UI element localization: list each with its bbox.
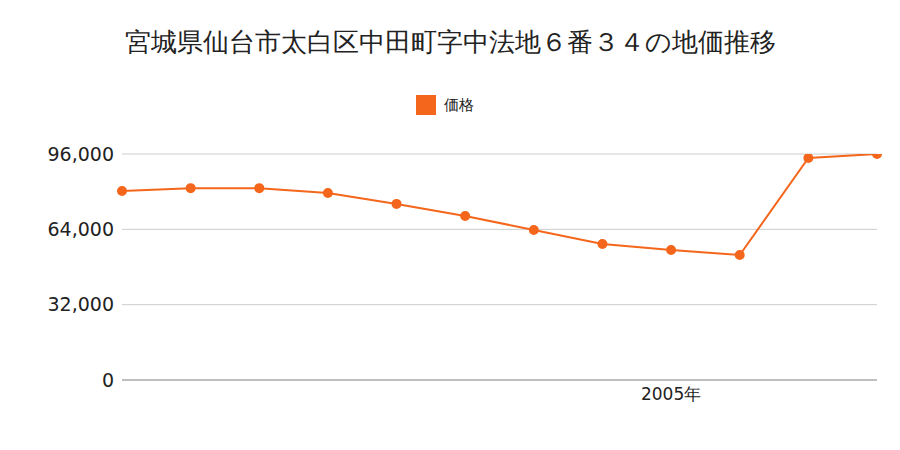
html-text:宮城県仙台市太白区中田町字中法地６番３４の地価推移: 宮城県仙台市太白区中田町字中法地６番３４の地価推移	[124, 27, 776, 57]
html-text:価格: 価格	[444, 95, 474, 114]
svg-text:32,000: 32,000	[48, 293, 114, 315]
svg-text:0: 0	[102, 369, 114, 391]
svg-text:64,000: 64,000	[48, 218, 114, 240]
svg-text:2005年: 2005年	[641, 384, 701, 404]
svg-text:96,000: 96,000	[48, 143, 114, 165]
